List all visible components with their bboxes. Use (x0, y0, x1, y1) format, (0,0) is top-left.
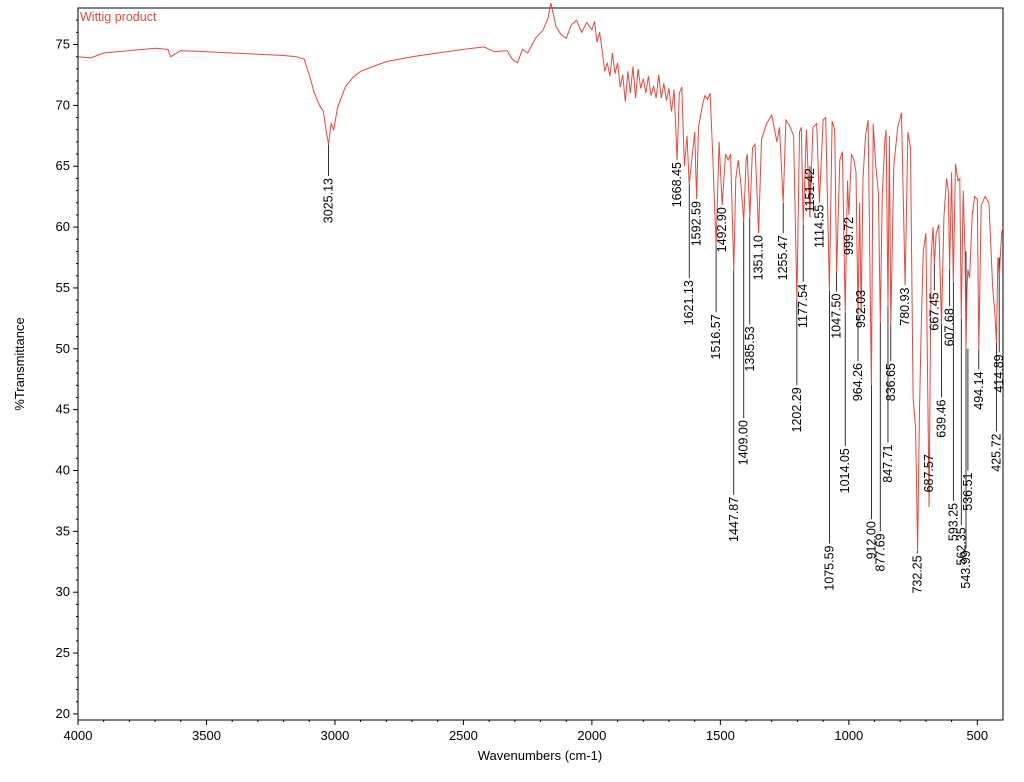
y-tick-label-50: 50 (56, 341, 70, 356)
peak-label: 1014.05 (838, 448, 852, 493)
peak-label: 536.51 (961, 472, 975, 510)
peak-label: 1516.57 (709, 314, 723, 359)
peak-label: 687.57 (922, 454, 936, 492)
x-tick-label-2000: 2000 (577, 728, 606, 743)
x-tick-label-3500: 3500 (192, 728, 221, 743)
peak-label: 1668.45 (670, 162, 684, 207)
x-tick-label-1000: 1000 (834, 728, 863, 743)
x-axis-ticks: 4000 3500 3000 2500 2000 1500 1000 500 (64, 720, 988, 743)
peak-label: 1492.90 (715, 207, 729, 252)
peak-label: 1447.87 (727, 497, 741, 542)
peak-label: 847.71 (881, 444, 895, 482)
y-tick-label-20: 20 (56, 706, 70, 721)
x-tick-label-4000: 4000 (64, 728, 93, 743)
peak-label: 1255.47 (776, 235, 790, 280)
peak-label: 1151.42 (803, 168, 817, 212)
peak-label: 667.45 (927, 292, 941, 330)
peak-label: 639.46 (935, 399, 949, 437)
plot-area (77, 7, 1004, 721)
peak-label: 1114.55 (812, 205, 826, 248)
y-tick-label-25: 25 (56, 645, 70, 660)
y-tick-label-40: 40 (56, 462, 70, 477)
x-tick-label-3000: 3000 (320, 728, 349, 743)
y-tick-label-70: 70 (56, 97, 70, 112)
y-tick-label-75: 75 (56, 37, 70, 52)
y-tick-label-30: 30 (56, 584, 70, 599)
y-tick-label-65: 65 (56, 158, 70, 173)
peak-label: 952.03 (854, 290, 868, 328)
peak-label: 607.68 (943, 308, 957, 346)
peak-label: 877.69 (873, 533, 887, 571)
peak-label: 1075.59 (822, 545, 836, 590)
y-axis-ticks: 20 25 30 35 40 45 50 55 60 65 70 75 (56, 19, 78, 721)
spectrum-line (77, 2, 1004, 551)
peak-label: 1621.13 (682, 280, 696, 325)
x-axis-title: Wavenumbers (cm-1) (478, 748, 602, 763)
peak-label: 3025.13 (322, 178, 336, 223)
x-tick-label-1500: 1500 (706, 728, 735, 743)
peak-label: 964.26 (851, 363, 865, 401)
peak-label: 593.25 (946, 503, 960, 541)
peak-label: 999.72 (842, 217, 856, 255)
y-tick-label-60: 60 (56, 219, 70, 234)
peak-label: 562.35 (954, 527, 968, 565)
peak-label: 1047.50 (830, 294, 844, 339)
peak-label: 1351.10 (752, 235, 766, 280)
peak-label: 1177.54 (796, 284, 810, 328)
peak-label: 494.14 (972, 371, 986, 409)
peak-label: 780.93 (898, 287, 912, 325)
peak-label: 1592.59 (690, 201, 704, 246)
x-tick-label-500: 500 (966, 728, 988, 743)
peak-label: 1409.00 (737, 420, 751, 465)
peak-label: 732.25 (911, 555, 925, 593)
peak-label: 414.89 (992, 354, 1006, 392)
peak-label: 543.99 (959, 550, 973, 588)
peak-label: 1385.53 (743, 326, 757, 371)
x-tick-label-2500: 2500 (449, 728, 478, 743)
peak-label: 425.72 (989, 433, 1003, 471)
peak-label: 1202.29 (790, 387, 804, 432)
y-tick-label-45: 45 (56, 402, 70, 417)
peak-labels: 3025.13 1668.45 1621.13 1592.59 1516.57 1492.… (322, 162, 1007, 593)
peak-label: 836.65 (884, 363, 898, 401)
y-tick-label-55: 55 (56, 280, 70, 295)
series-label: Wittig product (80, 10, 157, 24)
peak-label: 912.00 (864, 521, 878, 559)
y-tick-label-35: 35 (56, 523, 70, 538)
y-axis-title: %Transmittance (12, 317, 27, 410)
